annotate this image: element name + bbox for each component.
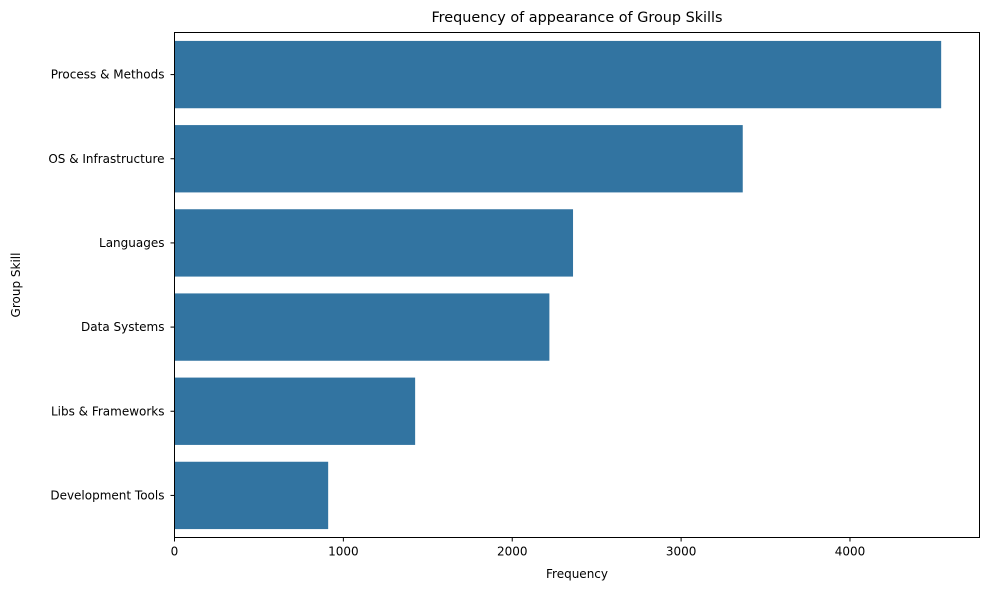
x-tick-label: 0 <box>171 545 179 559</box>
bar <box>174 377 416 445</box>
y-axis-label: Group Skill <box>9 253 23 318</box>
y-tick-label: Libs & Frameworks <box>51 404 165 418</box>
y-tick-label: Development Tools <box>50 488 164 502</box>
x-axis-label: Frequency <box>546 567 608 581</box>
bars-group <box>174 40 942 530</box>
plot-frame <box>174 32 980 538</box>
x-tick-label: 3000 <box>666 545 697 559</box>
y-tick-label: OS & Infrastructure <box>48 152 164 166</box>
bar <box>174 461 329 530</box>
x-axis: 0 1000 2000 3000 4000 <box>171 537 866 559</box>
chart-title: Frequency of appearance of Group Skills <box>431 10 722 26</box>
x-tick-label: 4000 <box>835 545 866 559</box>
y-tick-label: Process & Methods <box>51 68 165 82</box>
bar <box>174 40 942 109</box>
y-tick-label: Data Systems <box>81 320 164 334</box>
bar <box>174 125 743 193</box>
y-axis: Process & Methods OS & Infrastructure Lang… <box>48 68 175 502</box>
x-tick-label: 1000 <box>328 545 359 559</box>
x-tick-label: 2000 <box>497 545 528 559</box>
bar <box>174 293 550 361</box>
bar <box>174 209 574 277</box>
y-tick-label: Languages <box>99 236 164 250</box>
